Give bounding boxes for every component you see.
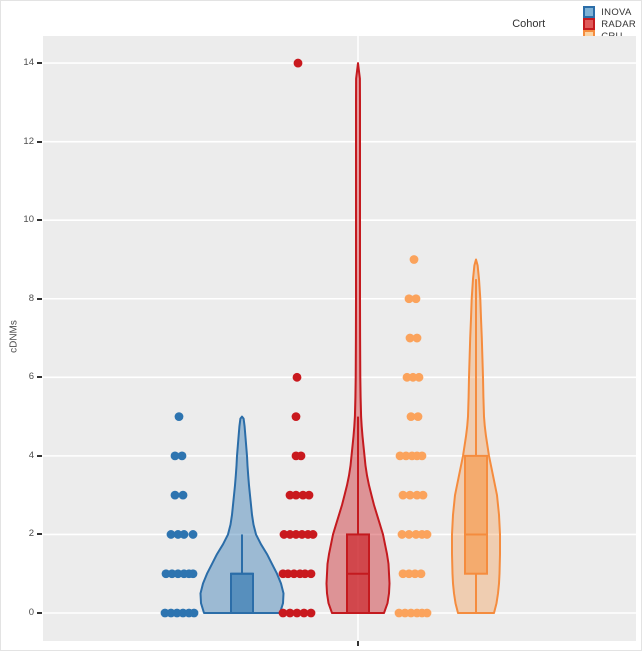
legend-swatch-radar-icon (583, 18, 596, 30)
point-inova-0 (189, 608, 199, 618)
point-inova-4 (177, 451, 187, 461)
box-cru (464, 454, 488, 575)
point-radar-4 (296, 451, 306, 461)
y-tick-mark-6 (37, 376, 42, 379)
point-inova-5 (174, 412, 184, 421)
point-radar-1 (306, 569, 316, 579)
legend-item-radar: RADAR (583, 18, 636, 30)
point-inova-2 (166, 530, 176, 539)
y-tick-label-14: 14 (23, 57, 34, 69)
point-radar-3 (304, 490, 314, 500)
y-tick-label-4: 4 (28, 449, 34, 461)
x-axis-tick-mark (357, 641, 359, 646)
point-radar-6 (292, 372, 302, 382)
point-inova-1 (188, 569, 198, 579)
legend-item-inova: INOVA (583, 6, 636, 18)
point-cru-5 (413, 412, 423, 421)
point-inova-2 (188, 530, 198, 539)
point-inova-4 (170, 451, 180, 461)
y-tick-label-10: 10 (23, 214, 34, 226)
violin-radar (325, 62, 391, 614)
y-tick-mark-12 (37, 140, 42, 143)
point-cru-8 (404, 294, 414, 304)
y-tick-label-12: 12 (23, 135, 34, 147)
y-tick-label-0: 0 (28, 607, 34, 618)
legend-label-inova: INOVA (601, 6, 632, 18)
point-radar-2 (308, 530, 318, 539)
point-inova-3 (170, 490, 180, 500)
point-radar-0 (278, 608, 288, 618)
point-cru-2 (397, 530, 407, 539)
point-radar-5 (291, 412, 301, 421)
point-cru-9 (409, 255, 419, 264)
point-radar-0 (306, 608, 316, 618)
point-inova-3 (178, 490, 188, 500)
y-tick-label-2: 2 (28, 528, 34, 540)
y-tick-mark-8 (37, 297, 42, 300)
legend-label-radar: RADAR (601, 18, 636, 30)
y-tick-mark-0 (37, 612, 42, 614)
point-cru-2 (404, 530, 414, 539)
point-radar-14 (293, 58, 303, 68)
y-tick-label-8: 8 (28, 292, 34, 304)
y-tick-mark-14 (37, 62, 42, 65)
y-tick-mark-10 (37, 219, 42, 222)
point-cru-1 (416, 569, 426, 579)
point-cru-5 (406, 412, 416, 421)
point-cru-2 (422, 530, 432, 539)
legend-title: Cohort (512, 18, 546, 30)
y-tick-label-6: 6 (28, 371, 34, 383)
point-cru-6 (414, 372, 424, 382)
point-cru-3 (418, 490, 428, 500)
point-cru-0 (422, 608, 432, 618)
y-tick-mark-2 (37, 533, 42, 536)
point-radar-3 (291, 490, 301, 500)
legend-swatch-inova-icon (583, 6, 596, 18)
plot-panel (43, 36, 636, 641)
violin-inova (199, 415, 285, 614)
plot-svg (43, 36, 636, 641)
point-inova-2 (179, 530, 189, 539)
y-axis-title: cDNMs (8, 320, 20, 353)
point-cru-7 (412, 333, 422, 343)
box-inova (230, 572, 254, 614)
point-cru-7 (405, 333, 415, 343)
point-cru-3 (398, 490, 408, 500)
y-tick-mark-4 (37, 454, 42, 457)
point-cru-3 (405, 490, 415, 500)
point-cru-8 (411, 294, 421, 304)
point-cru-4 (417, 451, 427, 461)
point-radar-0 (299, 608, 309, 618)
point-radar-0 (285, 608, 295, 618)
point-radar-0 (292, 608, 302, 618)
